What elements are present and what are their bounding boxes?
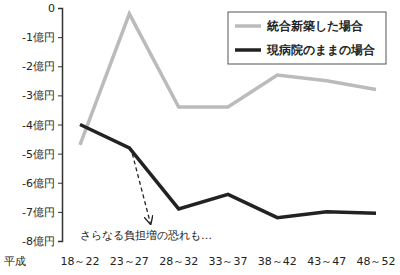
- y-tick: -1億円: [22, 31, 62, 44]
- y-tick-mark: [58, 8, 62, 9]
- y-tick-mark: [58, 37, 62, 38]
- legend-label: 統合新築した場合: [266, 19, 363, 33]
- y-tick-mark: [58, 154, 62, 155]
- x-axis-label: 平成: [4, 255, 26, 268]
- y-tick-mark: [58, 66, 62, 67]
- y-tick: -2億円: [22, 60, 62, 73]
- chart: 0 -1億円 -2億円 -3億円 -4億円 -5億円 -6億円 -7億円 -8億円 18～22 23…: [0, 0, 400, 275]
- y-tick-mark: [58, 212, 62, 213]
- y-tick: -4億円: [22, 119, 62, 132]
- y-tick-label: -1億円: [22, 31, 55, 44]
- annotation: さらなる負担増の恐れも…: [80, 229, 212, 242]
- y-tick: -7億円: [22, 206, 62, 219]
- y-tick: 0: [48, 2, 62, 15]
- x-tick-label: 18～22: [61, 255, 100, 268]
- y-tick-mark: [58, 183, 62, 184]
- legend-label: 現病院のままの場合: [266, 43, 375, 57]
- y-tick-label: -6億円: [22, 177, 55, 190]
- y-tick-mark: [58, 95, 62, 96]
- y-tick-label: -2億円: [22, 60, 55, 73]
- x-tick-label: 33～37: [209, 255, 248, 268]
- legend-box: [228, 12, 386, 64]
- x-tick-label: 48～52: [357, 255, 396, 268]
- y-tick-label: -5億円: [22, 148, 55, 161]
- x-axis: 18～22 23～27 28～32 33～37 38～42 43～47 48～52: [61, 255, 396, 268]
- y-tick: -8億円: [22, 235, 62, 248]
- y-tick-mark: [58, 125, 62, 126]
- y-tick-label: -4億円: [22, 119, 55, 132]
- line-series: [80, 125, 376, 218]
- y-tick-label: 0: [48, 2, 55, 15]
- legend: 統合新築した場合現病院のままの場合: [228, 12, 386, 64]
- y-tick: -6億円: [22, 177, 62, 190]
- y-tick-label: -7億円: [22, 206, 55, 219]
- y-axis: 0 -1億円 -2億円 -3億円 -4億円 -5億円 -6億円 -7億円 -8億円: [22, 2, 62, 248]
- legend-swatch: [235, 24, 261, 28]
- annotation-arrow: [132, 154, 150, 223]
- y-axis-line: [58, 9, 63, 242]
- y-tick-label: -8億円: [22, 235, 55, 248]
- x-tick-label: 23～27: [110, 255, 149, 268]
- y-tick-label: -3億円: [22, 89, 55, 102]
- y-tick-mark: [58, 241, 62, 242]
- y-tick: -3億円: [22, 89, 62, 102]
- x-tick-label: 43～47: [307, 255, 346, 268]
- x-tick-label: 38～42: [258, 255, 297, 268]
- x-tick-label: 28～32: [159, 255, 198, 268]
- y-tick: -5億円: [22, 148, 62, 161]
- legend-swatch: [235, 48, 261, 52]
